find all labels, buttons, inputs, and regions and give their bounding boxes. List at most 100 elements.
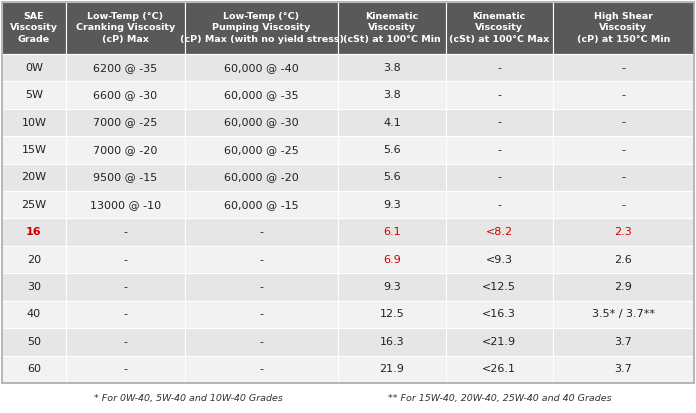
Bar (338, 191, 445, 218)
Text: -: - (622, 63, 626, 73)
Bar (2, 356, 65, 383)
Bar (445, 246, 553, 273)
Bar (445, 2, 553, 54)
Text: -: - (260, 309, 264, 320)
Bar (65, 301, 184, 328)
Bar (2, 109, 65, 136)
Bar (553, 191, 694, 218)
Bar (2, 218, 65, 246)
Text: 60,000 @ -30: 60,000 @ -30 (224, 118, 299, 128)
Text: <8.2: <8.2 (486, 227, 513, 237)
Bar (445, 136, 553, 164)
Text: -: - (123, 255, 127, 265)
Text: -: - (622, 200, 626, 210)
Text: -: - (123, 227, 127, 237)
Text: 5.6: 5.6 (383, 145, 401, 155)
Text: 6.1: 6.1 (383, 227, 401, 237)
Text: -: - (123, 282, 127, 292)
Bar (184, 218, 338, 246)
Text: 15W: 15W (22, 145, 47, 155)
Bar (184, 301, 338, 328)
Text: -: - (622, 145, 626, 155)
Text: 2.6: 2.6 (615, 255, 632, 265)
Text: 10W: 10W (22, 118, 47, 128)
Text: 0W: 0W (25, 63, 43, 73)
Bar (65, 2, 184, 54)
Text: 6200 @ -35: 6200 @ -35 (93, 63, 157, 73)
Text: 6.9: 6.9 (383, 255, 401, 265)
Text: 3.7: 3.7 (615, 337, 632, 347)
Bar (338, 246, 445, 273)
Bar (553, 301, 694, 328)
Bar (184, 54, 338, 81)
Bar (338, 2, 445, 54)
Text: SAE
Viscosity
Grade: SAE Viscosity Grade (10, 12, 58, 44)
Text: 12.5: 12.5 (379, 309, 404, 320)
Text: -: - (497, 200, 501, 210)
Text: -: - (123, 309, 127, 320)
Text: 9.3: 9.3 (383, 200, 401, 210)
Text: 3.8: 3.8 (383, 63, 401, 73)
Bar (184, 356, 338, 383)
Bar (338, 301, 445, 328)
Bar (338, 273, 445, 301)
Bar (338, 356, 445, 383)
Text: ** For 15W-40, 20W-40, 25W-40 and 40 Grades: ** For 15W-40, 20W-40, 25W-40 and 40 Gra… (388, 394, 612, 404)
Bar (184, 328, 338, 356)
Bar (338, 164, 445, 191)
Text: 20: 20 (26, 255, 41, 265)
Bar (2, 191, 65, 218)
Bar (184, 273, 338, 301)
Text: 9500 @ -15: 9500 @ -15 (93, 172, 157, 183)
Text: 60,000 @ -25: 60,000 @ -25 (224, 145, 299, 155)
Text: 2.3: 2.3 (615, 227, 632, 237)
Text: 60,000 @ -20: 60,000 @ -20 (224, 172, 299, 183)
Text: <21.9: <21.9 (482, 337, 516, 347)
Bar (2, 328, 65, 356)
Text: 60,000 @ -35: 60,000 @ -35 (224, 90, 299, 100)
Text: <12.5: <12.5 (482, 282, 516, 292)
Bar (553, 54, 694, 81)
Bar (445, 328, 553, 356)
Text: -: - (622, 90, 626, 100)
Bar (338, 54, 445, 81)
Text: 40: 40 (26, 309, 41, 320)
Bar (553, 273, 694, 301)
Bar (553, 164, 694, 191)
Bar (184, 2, 338, 54)
Bar (2, 2, 65, 54)
Text: -: - (260, 227, 264, 237)
Bar (65, 218, 184, 246)
Text: 4.1: 4.1 (383, 118, 401, 128)
Bar (553, 218, 694, 246)
Bar (338, 109, 445, 136)
Text: 60,000 @ -15: 60,000 @ -15 (224, 200, 299, 210)
Text: 2.9: 2.9 (615, 282, 633, 292)
Text: -: - (260, 282, 264, 292)
Bar (65, 328, 184, 356)
Text: <9.3: <9.3 (486, 255, 513, 265)
Bar (338, 81, 445, 109)
Text: -: - (497, 145, 501, 155)
Bar (553, 136, 694, 164)
Text: 3.7: 3.7 (615, 364, 632, 374)
Bar (65, 136, 184, 164)
Text: 7000 @ -25: 7000 @ -25 (93, 118, 157, 128)
Bar (445, 109, 553, 136)
Text: -: - (497, 172, 501, 183)
Text: 50: 50 (27, 337, 41, 347)
Text: Kinematic
Viscosity
(cSt) at 100°C Min: Kinematic Viscosity (cSt) at 100°C Min (343, 12, 441, 44)
Text: -: - (260, 337, 264, 347)
Text: -: - (123, 364, 127, 374)
Text: High Shear
Viscosity
(cP) at 150°C Min: High Shear Viscosity (cP) at 150°C Min (577, 12, 670, 44)
Bar (184, 246, 338, 273)
Text: 60,000 @ -40: 60,000 @ -40 (224, 63, 299, 73)
Bar (553, 328, 694, 356)
Bar (184, 109, 338, 136)
Bar (65, 109, 184, 136)
Bar (445, 54, 553, 81)
Text: -: - (123, 337, 127, 347)
Bar (65, 164, 184, 191)
Bar (184, 81, 338, 109)
Bar (2, 301, 65, 328)
